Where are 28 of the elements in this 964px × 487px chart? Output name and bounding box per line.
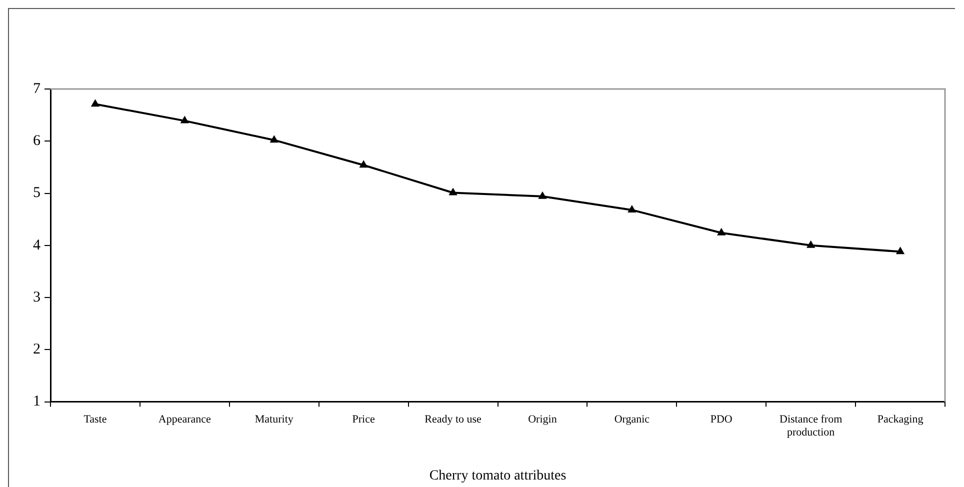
- y-tick-label: 5: [33, 185, 40, 202]
- y-tick-label: 1: [33, 394, 40, 410]
- point: [270, 135, 278, 143]
- point: [90, 99, 100, 107]
- x-tick-label: Taste: [84, 413, 107, 426]
- point: [538, 191, 547, 199]
- x-tick-label: Packaging: [877, 413, 924, 426]
- y-tick-label: 6: [33, 133, 41, 150]
- x-tick-label: Organic: [614, 413, 650, 426]
- x-tick-label: Maturity: [254, 413, 294, 426]
- point: [896, 246, 905, 254]
- point: [359, 160, 368, 168]
- x-tick-label: Price: [352, 413, 375, 426]
- y-tick-label: 3: [33, 289, 40, 306]
- x-tick-label: Origin: [528, 413, 558, 426]
- x-tick-label: Distance from production: [780, 413, 843, 438]
- y-tick-label: 4: [33, 237, 41, 254]
- point: [448, 188, 458, 196]
- point: [180, 116, 190, 124]
- x-tick-label: PDO: [710, 413, 732, 426]
- point: [806, 240, 816, 248]
- y-tick-label: 2: [33, 342, 40, 358]
- y-tick-label: 7: [33, 80, 41, 97]
- point: [628, 204, 636, 212]
- point: [717, 228, 726, 236]
- x-axis-title: Cherry tomato attributes: [429, 468, 566, 484]
- x-tick-label: Ready to use: [424, 413, 482, 426]
- x-tick-label: Appearance: [158, 413, 212, 426]
